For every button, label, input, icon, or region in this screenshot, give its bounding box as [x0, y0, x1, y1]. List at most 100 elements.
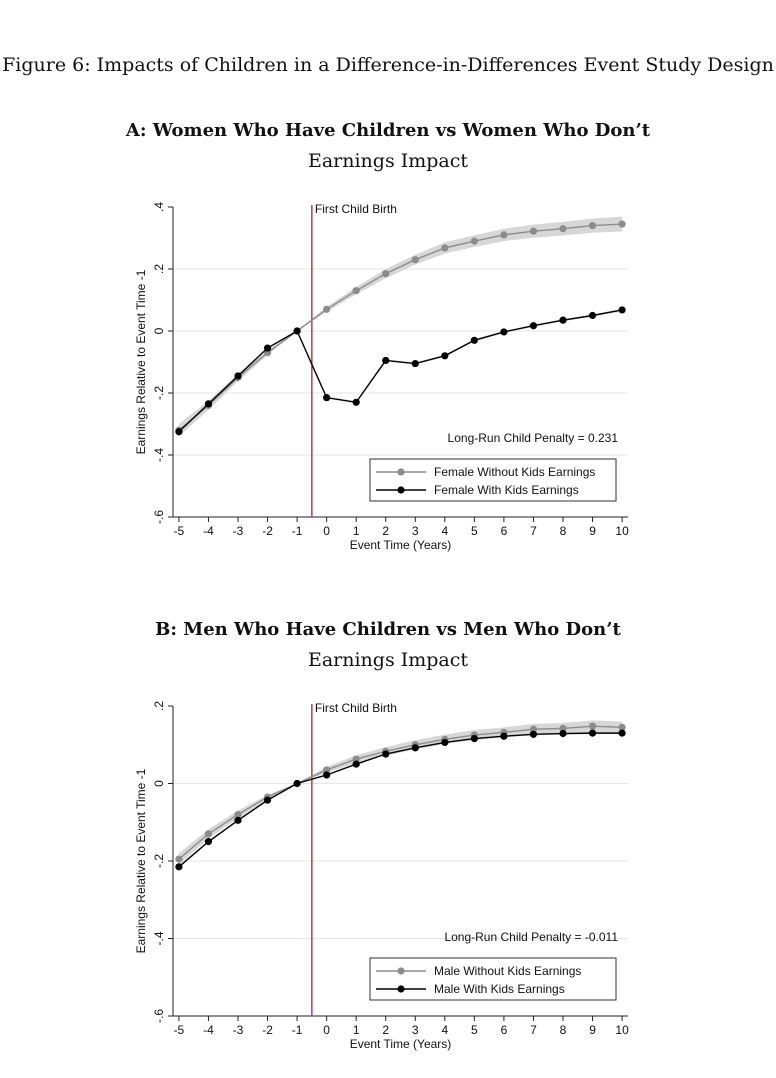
panel-b-legend-box	[369, 957, 617, 1001]
panel-a-x-tick-label: 1	[353, 524, 360, 538]
panel-a-point-with-kids	[470, 336, 478, 344]
panel-a-chart: -.6 -.4 -.2 0 .2 .4 -5 -4 -3 -2 -1 0 1 2 3 4 5 6 7 8 9 10 Even…	[134, 202, 629, 552]
panel-a-legend-swatch-marker-without-kids	[397, 468, 405, 476]
panel-a-event-line-label: First Child Birth	[315, 202, 397, 216]
panel-a-point-with-kids	[411, 359, 419, 368]
panel-b-x-tick-label: 10	[615, 1023, 629, 1037]
panel-a-line-without-kids	[178, 223, 623, 431]
panel-b-legend-label-with-kids: Male With Kids Earnings	[434, 982, 565, 996]
panel-b-point-with-kids	[293, 779, 301, 788]
panel-b-point-with-kids	[382, 750, 390, 758]
panel-b-subtitle: Earnings Impact	[307, 649, 469, 671]
panel-a-point-without-kids	[500, 231, 508, 239]
panel-a-x-tick-label: 6	[501, 524, 508, 538]
panel-b-x-tick-label: 8	[560, 1023, 567, 1037]
panel-b-x-tick-label: 2	[382, 1023, 389, 1037]
panel-a-ci-band-without-kids	[178, 216, 623, 437]
panel-b-title: B: Men Who Have Children vs Men Who Don’…	[155, 619, 621, 640]
panel-b-x-tick-label: -1	[292, 1023, 303, 1037]
panel-b-chart: -.6 -.4 -.2 0 .2 -5 -4 -3 -2 -1 0 1 2 3 4 5 6 7 8 9 10 Event …	[134, 701, 629, 1051]
panel-b-legend-label-without-kids: Male Without Kids Earnings	[434, 964, 581, 978]
panel-a-x-tick-label: 10	[615, 524, 629, 538]
panel-b-point-with-kids	[500, 732, 508, 740]
panel-b-x-tick-label: 5	[471, 1023, 478, 1037]
panel-a-legend-label-with-kids: Female With Kids Earnings	[434, 483, 579, 497]
panel-b-point-without-kids	[175, 855, 183, 863]
panel-b-x-tick-label: 3	[412, 1023, 419, 1037]
panel-a-y-tick-label: -.2	[152, 386, 166, 400]
panel-a-x-tick-label: 2	[382, 524, 389, 538]
panel-a-point-without-kids	[559, 225, 567, 233]
panel-b-x-tick-label: -2	[262, 1023, 273, 1037]
panel-b-penalty-annotation: Long-Run Child Penalty = -0.011	[444, 930, 618, 944]
panel-a-y-tick-label: .2	[152, 264, 166, 274]
panel-b-event-line-label: First Child Birth	[315, 701, 397, 715]
panel-a-point-without-kids	[352, 287, 360, 295]
panel-b-y-tick-label: .2	[152, 701, 166, 711]
panel-a-point-with-kids	[323, 394, 331, 402]
panel-b-point-with-kids	[234, 816, 242, 824]
panel-b-x-tick-label: 0	[323, 1023, 330, 1037]
panel-b-y-axis-title: Earnings Relative to Event Time -1	[134, 768, 148, 953]
panel-a-point-with-kids	[500, 328, 508, 336]
panel-a-point-without-kids	[588, 222, 597, 230]
panel-a-subtitle: Earnings Impact	[307, 150, 469, 172]
panel-a-point-with-kids	[293, 327, 301, 335]
panel-b-x-tick-label: 9	[589, 1023, 596, 1037]
panel-a-x-tick-label: 7	[530, 524, 537, 538]
panel-b-point-without-kids	[529, 725, 538, 733]
panel-b-point-with-kids	[559, 729, 567, 738]
panel-a-y-tick-label: .4	[152, 202, 166, 212]
panel-a-point-with-kids	[204, 400, 213, 408]
panel-b-x-tick-label: -3	[233, 1023, 244, 1037]
panel-a-x-tick-label: 3	[412, 524, 419, 538]
panel-a-point-with-kids	[175, 428, 183, 436]
panel-b-point-with-kids	[529, 730, 538, 738]
panel-a-y-axis-title: Earnings Relative to Event Time -1	[134, 269, 148, 454]
panel-a-legend-label-without-kids: Female Without Kids Earnings	[434, 465, 595, 479]
panel-b-point-without-kids	[588, 722, 597, 730]
panel-a-x-tick-label: 8	[560, 524, 567, 538]
panel-a-penalty-annotation: Long-Run Child Penalty = 0.231	[448, 431, 619, 445]
panel-b-legend-swatch-marker-with-kids	[397, 985, 405, 993]
panel-a-point-with-kids	[588, 311, 597, 320]
panel-a-point-with-kids	[263, 344, 272, 352]
panel-a-x-tick-label: -5	[174, 524, 185, 538]
panel-b-x-tick-label: 6	[501, 1023, 508, 1037]
panel-a-title: A: Women Who Have Children vs Women Who …	[125, 120, 651, 141]
panel-a-line-with-kids	[178, 309, 623, 433]
panel-b-point-with-kids	[175, 863, 183, 871]
panel-a-point-without-kids	[411, 256, 419, 264]
panel-b-y-tick-label: 0	[152, 780, 166, 787]
figure-title: Figure 6: Impacts of Children in a Diffe…	[2, 54, 774, 76]
panel-b-line-with-kids	[178, 732, 623, 868]
panel-b-point-without-kids	[204, 830, 213, 838]
panel-a-point-with-kids	[618, 306, 626, 314]
panel-b-x-tick-label: 7	[530, 1023, 537, 1037]
panel-a-x-tick-label: 5	[471, 524, 478, 538]
panel-a-point-without-kids	[441, 244, 449, 252]
panel-a-x-tick-label: -1	[292, 524, 303, 538]
panel-b-point-with-kids	[204, 838, 213, 846]
panel-a-point-without-kids	[382, 270, 390, 278]
panel-a-point-without-kids	[470, 237, 478, 245]
panel-a-point-without-kids	[323, 305, 331, 313]
panel-b-point-without-kids	[559, 724, 567, 733]
panel-a-y-tick-label: 0	[152, 327, 166, 334]
panel-a-point-without-kids	[618, 220, 626, 228]
panel-b-x-tick-label: 4	[441, 1023, 448, 1037]
panel-a-point-with-kids	[234, 372, 242, 380]
panel-a-point-with-kids	[559, 316, 567, 324]
panel-b-point-without-kids	[618, 723, 626, 731]
panel-b-point-with-kids	[588, 729, 597, 737]
panel-b-point-with-kids	[441, 738, 449, 747]
panel-b-x-tick-label: 1	[353, 1023, 360, 1037]
panel-a-x-tick-label: -2	[262, 524, 273, 538]
panel-b-y-tick-label: -.2	[152, 854, 166, 868]
panel-a-legend-box	[369, 458, 617, 502]
panel-a-x-tick-label: -4	[203, 524, 214, 538]
panel-a-y-tick-label: -.6	[152, 510, 166, 524]
panel-b-y-tick-label: -.4	[152, 931, 166, 945]
panel-b-x-tick-label: -4	[203, 1023, 214, 1037]
panel-a-x-tick-label: -3	[233, 524, 244, 538]
